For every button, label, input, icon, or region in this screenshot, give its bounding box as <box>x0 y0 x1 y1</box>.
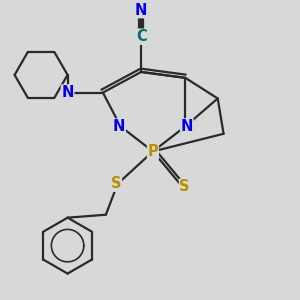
Text: N: N <box>113 119 125 134</box>
Text: P: P <box>148 144 158 159</box>
Text: S: S <box>179 179 190 194</box>
Text: S: S <box>111 176 122 191</box>
Text: N: N <box>181 119 193 134</box>
Text: N: N <box>61 85 74 100</box>
Text: C: C <box>136 29 146 44</box>
Text: N: N <box>135 3 147 18</box>
